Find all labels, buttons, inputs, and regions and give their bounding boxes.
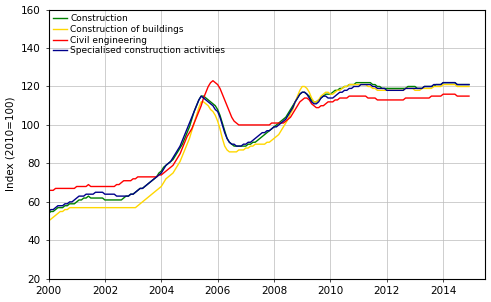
Specialised construction activities [205,100,211,104]
Specialised construction activities [53,206,58,210]
Line: Civil engineering: Civil engineering [49,81,469,190]
Civil engineering [133,177,138,181]
Construction of buildings [133,206,138,210]
Civil engineering [210,79,216,82]
Line: Specialised construction activities: Specialised construction activities [49,83,469,211]
Civil engineering [53,187,58,190]
Construction [53,208,58,211]
Construction of buildings [205,104,211,108]
Civil engineering [421,96,427,100]
Civil engineering [454,94,460,98]
Line: Construction: Construction [49,83,469,214]
Civil engineering [466,94,472,98]
Civil engineering [205,85,211,88]
Construction [133,191,138,194]
Construction [466,83,472,86]
Specialised construction activities [440,81,446,85]
Specialised construction activities [133,191,138,194]
Line: Construction of buildings: Construction of buildings [49,85,469,221]
Y-axis label: Index (2010=100): Index (2010=100) [5,97,16,191]
Specialised construction activities [46,210,52,213]
Specialised construction activities [454,83,460,86]
Civil engineering [46,188,52,192]
Construction of buildings [95,206,101,210]
Construction [421,85,427,88]
Specialised construction activities [466,83,472,86]
Civil engineering [95,185,101,188]
Specialised construction activities [419,87,425,90]
Construction [454,83,460,86]
Construction of buildings [466,85,472,88]
Specialised construction activities [95,191,101,194]
Construction of buildings [346,83,352,86]
Construction [95,196,101,200]
Construction [205,98,211,102]
Construction of buildings [53,214,58,217]
Construction of buildings [46,219,52,223]
Construction [354,81,359,85]
Legend: Construction, Construction of buildings, Civil engineering, Specialised construc: Construction, Construction of buildings,… [51,12,227,57]
Construction of buildings [454,85,460,88]
Construction of buildings [421,87,427,90]
Construction [46,212,52,215]
